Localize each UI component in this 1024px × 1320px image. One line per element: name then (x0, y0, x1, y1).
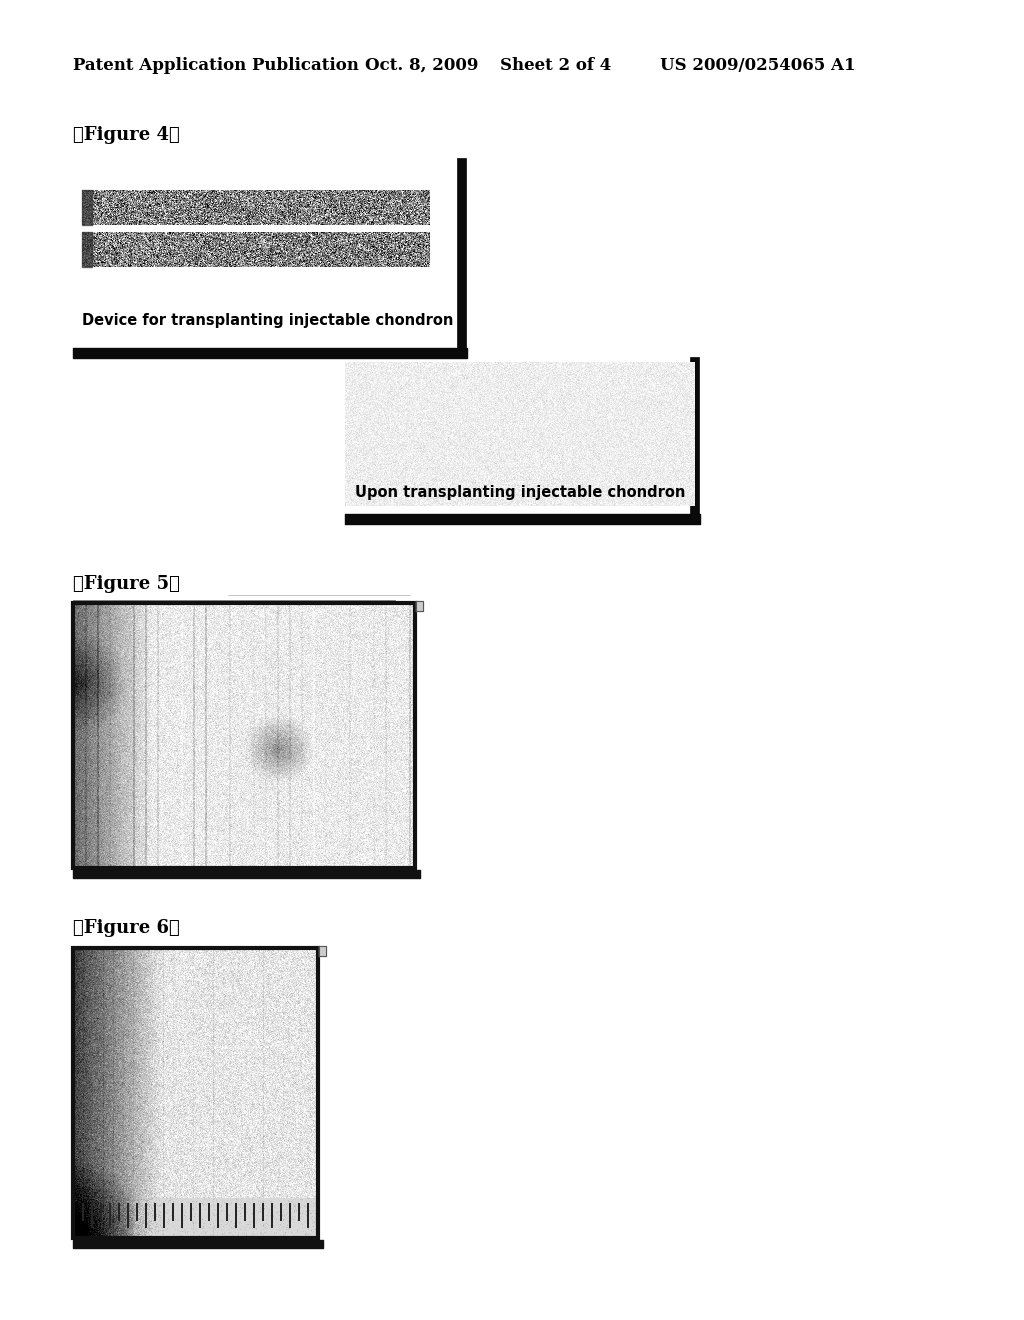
Bar (73, 603, 415, 869)
Text: Sheet 2 of 4: Sheet 2 of 4 (500, 57, 611, 74)
Text: Upon transplanting injectable chondron: Upon transplanting injectable chondron (355, 484, 685, 499)
Bar (73, 948, 318, 1238)
Text: 【Figure 6】: 【Figure 6】 (73, 919, 180, 937)
Text: Patent Application Publication: Patent Application Publication (73, 57, 358, 74)
Text: 【Figure 4】: 【Figure 4】 (73, 125, 180, 144)
Text: 【Figure 5】: 【Figure 5】 (73, 576, 180, 593)
Text: Device for transplanting injectable chondron: Device for transplanting injectable chon… (82, 313, 454, 327)
Text: US 2009/0254065 A1: US 2009/0254065 A1 (660, 57, 855, 74)
Text: Oct. 8, 2009: Oct. 8, 2009 (365, 57, 478, 74)
